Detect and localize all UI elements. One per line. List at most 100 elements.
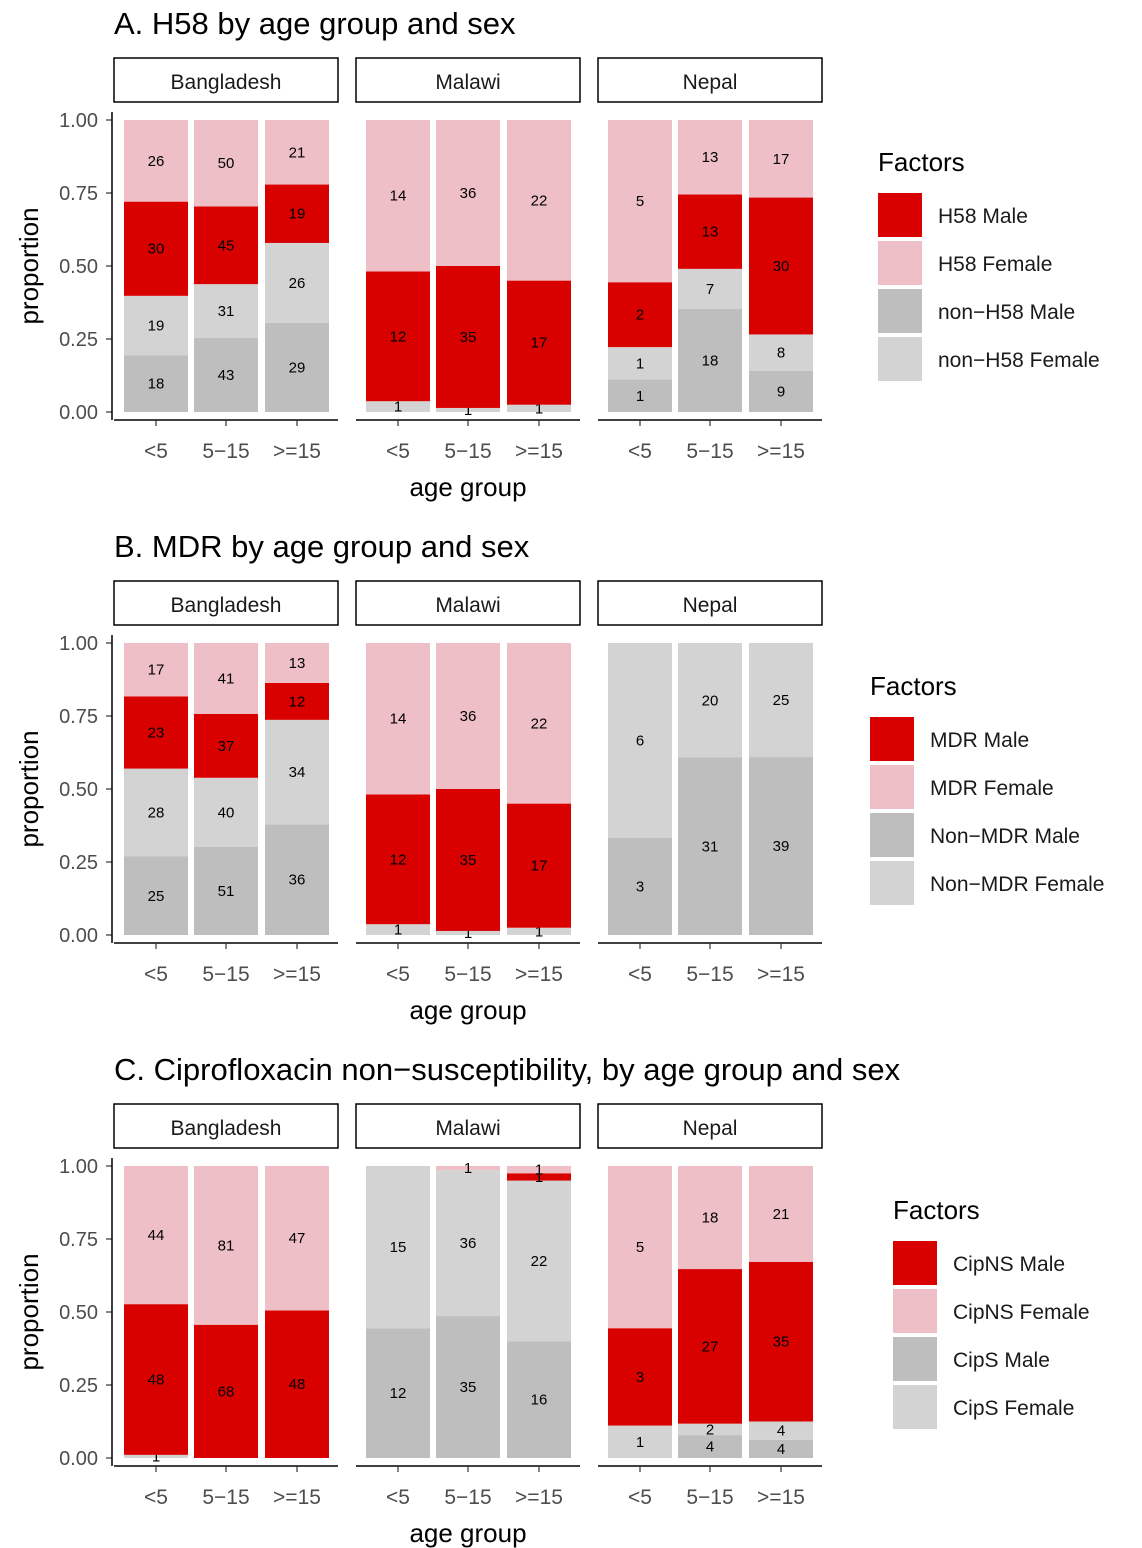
bar-value-label: 31	[218, 303, 235, 320]
legend-label: H58 Male	[938, 205, 1028, 228]
bar-segment	[678, 308, 742, 412]
bar-value-label: 22	[531, 1253, 548, 1270]
legend-label: CipNS Male	[953, 1253, 1065, 1276]
bar-segment	[436, 266, 500, 408]
bar-segment	[265, 682, 329, 720]
bar-value-label: 12	[390, 1385, 407, 1402]
x-axis-label: age group	[409, 1518, 526, 1548]
bar-segment	[608, 1328, 672, 1426]
bar-segment	[124, 1454, 188, 1458]
chart-title: B. MDR by age group and sex	[114, 529, 530, 564]
facet-strip-label: Bangladesh	[171, 594, 282, 617]
bar-value-label: 81	[218, 1237, 235, 1254]
bar-segment	[265, 643, 329, 683]
bar-segment	[124, 1304, 188, 1455]
x-tick-label: 5−15	[444, 963, 491, 986]
bar-segment	[507, 280, 571, 405]
legend-label: CipNS Female	[953, 1301, 1090, 1324]
legend-key	[870, 861, 914, 905]
bar-segment	[749, 120, 813, 198]
bar-segment	[608, 282, 672, 348]
bar-value-label: 1	[394, 399, 402, 416]
facet-strip-label: Malawi	[435, 594, 500, 617]
bar-segment	[124, 355, 188, 412]
bar-segment	[608, 347, 672, 380]
bar-value-label: 4	[706, 1439, 714, 1456]
bar-segment	[749, 1421, 813, 1440]
bar-value-label: 48	[289, 1376, 306, 1393]
bar-segment	[749, 1439, 813, 1458]
x-tick-label: <5	[628, 963, 652, 986]
bar-value-label: 43	[218, 367, 235, 384]
bar-value-label: 19	[289, 206, 306, 223]
x-tick-label: >=15	[515, 963, 563, 986]
legend-label: H58 Female	[938, 253, 1052, 276]
x-tick-label: 5−15	[444, 1486, 491, 1509]
bar-segment	[194, 713, 258, 778]
bar-segment	[608, 837, 672, 935]
bar-segment	[194, 1166, 258, 1325]
bar-segment	[608, 1425, 672, 1458]
bar-segment	[265, 322, 329, 412]
y-tick-label: 0.75	[59, 706, 98, 728]
bar-value-label: 12	[289, 693, 306, 710]
x-tick-label: >=15	[515, 440, 563, 463]
bar-value-label: 35	[773, 1334, 790, 1351]
bar-segment	[749, 757, 813, 935]
bar-segment	[124, 856, 188, 935]
bar-value-label: 3	[636, 1369, 644, 1386]
bar-value-label: 39	[773, 838, 790, 855]
x-tick-label: 5−15	[686, 440, 733, 463]
bar-value-label: 2	[636, 307, 644, 324]
bar-segment	[507, 1173, 571, 1181]
legend-title: Factors	[870, 671, 957, 701]
bar-segment	[124, 295, 188, 356]
bar-value-label: 35	[460, 1379, 477, 1396]
bar-value-label: 17	[531, 335, 548, 352]
bar-value-label: 44	[148, 1227, 165, 1244]
bar-value-label: 25	[773, 692, 790, 709]
x-tick-label: >=15	[757, 440, 805, 463]
bar-value-label: 8	[777, 345, 785, 362]
facet-strip-label: Nepal	[683, 1117, 738, 1140]
bar-segment	[194, 643, 258, 714]
bar-value-label: 18	[702, 352, 719, 369]
y-tick-label: 0.00	[59, 402, 98, 424]
y-tick-label: 0.25	[59, 1375, 98, 1397]
bar-value-label: 1	[152, 1448, 160, 1465]
legend-label: MDR Female	[930, 777, 1054, 800]
bar-value-label: 12	[390, 851, 407, 868]
bar-segment	[507, 404, 571, 412]
bar-value-label: 1	[535, 400, 543, 417]
x-tick-label: 5−15	[686, 963, 733, 986]
facet-strip	[597, 1103, 823, 1149]
legend-key	[893, 1241, 937, 1285]
facet-strip	[355, 57, 581, 103]
bar-value-label: 22	[531, 192, 548, 209]
facet-strip	[597, 580, 823, 626]
bar-value-label: 68	[218, 1383, 235, 1400]
bar-value-label: 36	[460, 708, 477, 725]
legend-label: non−H58 Male	[938, 301, 1075, 324]
y-tick-label: 0.50	[59, 1302, 98, 1324]
bar-segment	[124, 696, 188, 769]
bar-value-label: 36	[460, 1235, 477, 1252]
bar-segment	[507, 803, 571, 928]
bar-value-label: 14	[390, 711, 407, 728]
x-tick-label: >=15	[273, 963, 321, 986]
y-tick-label: 0.25	[59, 852, 98, 874]
bar-segment	[678, 643, 742, 758]
bar-value-label: 6	[636, 732, 644, 749]
bar-segment	[436, 120, 500, 266]
chart-title: C. Ciprofloxacin non−susceptibility, by …	[114, 1052, 901, 1087]
bar-segment	[265, 1310, 329, 1458]
x-axis-label: age group	[409, 995, 526, 1025]
legend-key	[870, 717, 914, 761]
bar-segment	[366, 120, 430, 272]
legend-label: non−H58 Female	[938, 349, 1100, 372]
x-tick-label: 5−15	[444, 440, 491, 463]
bar-value-label: 18	[148, 376, 165, 393]
bar-segment	[124, 643, 188, 697]
bar-segment	[436, 789, 500, 931]
legend-title: Factors	[893, 1195, 980, 1225]
